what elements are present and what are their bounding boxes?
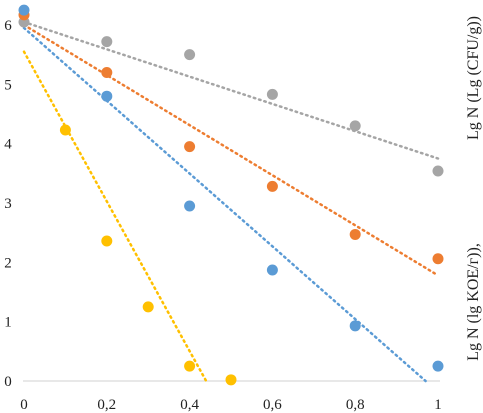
point-series-2-3: [184, 141, 196, 153]
y-tick-label: 0: [4, 374, 12, 390]
point-series-4-3: [142, 301, 154, 313]
point-series-3-6: [432, 360, 444, 372]
point-series-3-4: [266, 264, 278, 276]
point-series-3-5: [349, 320, 361, 332]
y-tick-label: 6: [4, 18, 12, 34]
trendline-series-3: [22, 26, 427, 383]
x-tick-label: 0,4: [180, 397, 199, 413]
point-series-4-2: [101, 235, 113, 247]
point-series-2-6: [432, 253, 444, 265]
point-series-1-2: [101, 36, 113, 48]
x-tick-label: 1: [434, 397, 442, 413]
point-series-4-5: [225, 374, 237, 386]
point-series-4-1: [59, 124, 71, 136]
x-tick-label: 0,2: [97, 397, 116, 413]
point-series-1-4: [266, 88, 278, 100]
point-series-4-4: [184, 360, 196, 372]
x-tick-label: 0: [20, 397, 28, 413]
y-axis-label-top: Lg N (Lg (CFU/g)): [465, 16, 482, 140]
y-axis-label-bottom: Lg N (lg KOE/г)),: [465, 243, 482, 361]
point-series-3-3: [184, 200, 196, 212]
point-series-1-5: [349, 120, 361, 132]
y-tick-label: 5: [4, 77, 12, 93]
point-series-3-2: [101, 90, 113, 102]
x-tick-label: 0,8: [346, 397, 365, 413]
y-tick-labels: 0 1 2 3 4 5 6: [4, 18, 12, 390]
data-points: [18, 4, 444, 386]
trendline-series-4: [22, 50, 208, 383]
point-series-3-1: [18, 4, 30, 16]
x-tick-labels: 0 0,2 0,4 0,6 0,8 1: [20, 397, 442, 413]
point-series-2-2: [101, 66, 113, 78]
trendlines: [22, 20, 440, 383]
x-tick-label: 0,6: [263, 397, 282, 413]
y-tick-label: 1: [4, 315, 12, 331]
y-tick-label: 4: [4, 137, 12, 153]
point-series-1-6: [432, 165, 444, 177]
point-series-2-4: [266, 180, 278, 192]
y-tick-label: 3: [4, 196, 12, 212]
trendline-series-1: [22, 20, 440, 160]
point-series-1-3: [184, 49, 196, 61]
trendline-series-2: [22, 23, 440, 277]
y-tick-label: 2: [4, 255, 12, 271]
point-series-2-5: [349, 228, 361, 240]
